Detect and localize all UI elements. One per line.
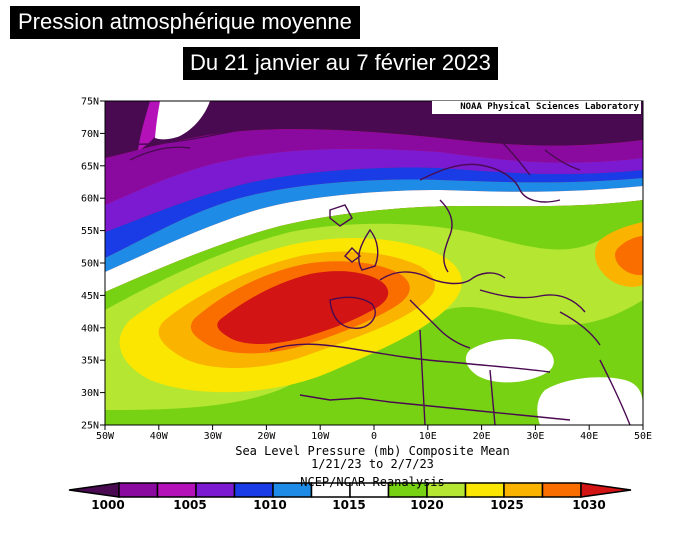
lon-tick-label: 20W [257,431,276,442]
contour-1015 [105,186,643,292]
colorbar: 1000 1005 1010 1015 1020 1025 1030 [68,482,632,512]
colorbar-label: 1010 [253,498,286,512]
colorbar-label: 1005 [173,498,206,512]
lat-tick-label: 35N [81,356,99,367]
lon-tick-label: 40E [580,431,598,442]
lat-tick-label: 50N [81,259,99,270]
lon-tick-label: 10E [419,431,437,442]
caption-line-3: NCEP/NCAR Reanalysis [300,475,445,489]
colorbar-arrow-high [580,482,632,498]
lat-tick-label: 65N [81,161,99,172]
page-title: Pression atmosphérique moyenne [10,6,360,39]
low-pocket [465,338,554,383]
lon-tick-label: 20E [473,431,491,442]
lon-tick-label: 0 [371,431,377,442]
contour-1006 [105,148,643,232]
colorbar-label: 1025 [490,498,523,512]
page-subtitle: Du 21 janvier au 7 février 2023 [183,47,498,80]
lat-tick-label: 60N [81,194,99,205]
latitude-ticks: 75N 70N 65N 60N 55N 50N 45N 40N 35N 30N 25N [81,97,105,432]
coastlines [105,117,631,425]
longitude-ticks: 50W 40W 30W 20W 10W 0 10E 20E 30E 40E 50E [96,425,652,442]
colorbar-label: 1020 [410,498,443,512]
lon-tick-label: 40W [150,431,169,442]
lon-tick-label: 30E [526,431,544,442]
lon-tick-label: 30W [204,431,223,442]
lat-tick-label: 70N [81,129,99,140]
lat-tick-label: 75N [81,97,99,108]
caption-line-1: Sea Level Pressure (mb) Composite Mean [235,444,510,458]
lat-tick-label: 40N [81,323,99,334]
contour-1000 [105,101,643,158]
contour-1030 [217,271,389,344]
contour-1009 [105,167,643,258]
lat-tick-label: 55N [81,226,99,237]
colorbar-label: 1015 [332,498,365,512]
caption-line-2: 1/21/23 to 2/7/23 [311,457,434,471]
credit-label: NOAA Physical Sciences Laboratory [432,101,641,114]
contour-1012 [105,178,643,272]
lon-tick-label: 10W [311,431,330,442]
lat-tick-label: 45N [81,291,99,302]
lon-tick-label: 50E [634,431,652,442]
lat-tick-label: 25N [81,421,99,432]
colorbar-label: 1030 [572,498,605,512]
lat-tick-label: 30N [81,388,99,399]
pressure-field [105,101,643,425]
colorbar-label: 1000 [91,498,124,512]
lon-tick-label: 50W [96,431,115,442]
